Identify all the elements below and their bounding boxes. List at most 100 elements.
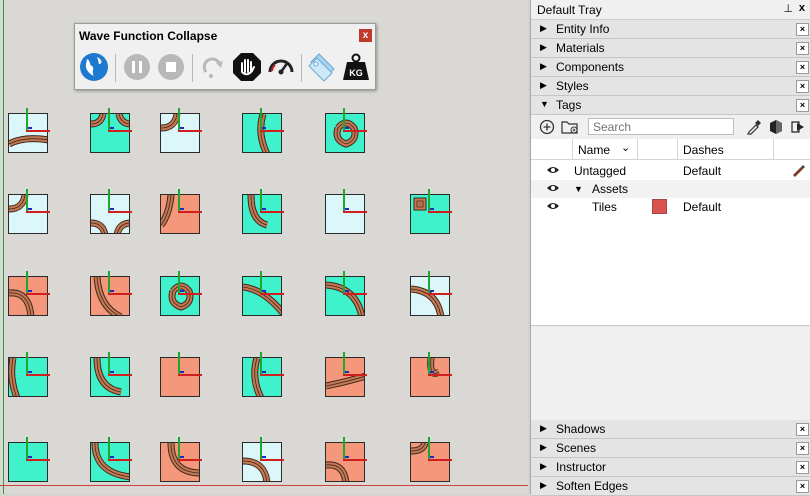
tag-row-assets[interactable]: ▼ Assets [531,180,810,198]
pause-button[interactable] [121,51,153,83]
tile-model[interactable] [90,194,130,234]
panel-scenes[interactable]: ▶ Scenes × [531,439,810,458]
globe-button[interactable] [78,51,110,83]
eye-icon[interactable] [546,200,560,215]
chevron-right-icon: ▶ [540,61,547,71]
tile-model[interactable] [160,276,200,316]
panel-components[interactable]: ▶ Components × [531,58,810,77]
panel-label: Materials [556,41,605,55]
column-name[interactable]: Name [578,143,611,157]
tile-model[interactable] [410,442,450,482]
color-by-tag-icon[interactable] [767,118,785,136]
tag-name: Untagged [574,164,627,178]
tray-spacer [531,326,810,420]
tile-model[interactable] [410,357,450,397]
tile-model[interactable] [160,194,200,234]
close-icon[interactable]: × [796,42,809,55]
close-icon[interactable]: × [796,423,809,436]
speed-button[interactable] [265,51,297,83]
tile-model[interactable] [90,113,130,153]
weight-button[interactable]: KG [340,51,372,83]
panel-label: Entity Info [556,22,610,36]
weight-icon: KG [343,53,369,80]
pencil-icon[interactable] [791,163,805,180]
tag-row-untagged[interactable]: Untagged Default [531,162,810,180]
tile-model[interactable] [325,194,365,234]
tile-model[interactable] [325,442,365,482]
tag-dashes[interactable]: Default [683,164,722,178]
panel-entity-info[interactable]: ▶ Entity Info × [531,20,810,39]
panel-label: Tags [556,98,582,112]
tile-model[interactable] [8,442,48,482]
panel-shadows[interactable]: ▶ Shadows × [531,420,810,439]
tags-toolbar [531,115,810,140]
green-axis-line [3,0,4,494]
tile-model[interactable] [410,194,450,234]
tile-model[interactable] [160,357,200,397]
details-arrow-icon[interactable] [789,118,807,136]
tile-model[interactable] [90,276,130,316]
tile-model[interactable] [90,357,130,397]
tile-model[interactable] [325,276,365,316]
tile-model[interactable] [8,194,48,234]
tile-model[interactable] [242,113,282,153]
panel-instructor[interactable]: ▶ Instructor × [531,458,810,477]
add-folder-icon[interactable] [561,118,579,136]
close-icon[interactable]: × [796,61,809,74]
tray-header: Default Tray ⊥ x [531,0,810,20]
red-axis-line [0,485,528,486]
chevron-right-icon: ▶ [540,461,547,471]
close-icon[interactable]: × [796,80,809,93]
tile-model[interactable] [8,113,48,153]
tile-model[interactable] [90,442,130,482]
tag-name: Assets [592,182,629,196]
column-dashes[interactable]: Dashes [683,143,724,157]
tile-model[interactable] [160,113,200,153]
close-icon[interactable]: × [796,99,809,112]
close-icon[interactable]: × [796,442,809,455]
tile-model[interactable] [242,357,282,397]
tile-model[interactable] [242,194,282,234]
stop-button[interactable] [155,51,187,83]
tile-model[interactable] [325,113,365,153]
tag-row-tiles[interactable]: Tiles Default [531,198,810,216]
panel-tags[interactable]: ▼ Tags × [531,96,810,115]
add-tag-icon[interactable] [538,118,556,136]
close-icon[interactable]: × [796,461,809,474]
eyedropper-icon[interactable] [745,118,763,136]
close-icon[interactable]: × [796,23,809,36]
eye-icon[interactable] [546,164,560,179]
wfc-toolbar[interactable]: Wave Function Collapse x [74,23,376,90]
redo-button[interactable] [197,51,229,83]
stop-hand-button[interactable] [231,51,263,83]
default-tray[interactable]: Default Tray ⊥ x ▶ Entity Info × ▶ Mater… [530,0,810,496]
chevron-down-icon[interactable]: ⌄ [621,142,631,154]
tile-model[interactable] [160,442,200,482]
close-icon[interactable]: x [359,29,372,42]
eye-icon[interactable] [546,182,560,197]
tile-model[interactable] [8,276,48,316]
panel-soften-edges[interactable]: ▶ Soften Edges × [531,477,810,496]
tag-icon [308,53,335,82]
tag-dashes[interactable]: Default [683,200,722,214]
close-icon[interactable]: × [796,480,809,493]
panel-materials[interactable]: ▶ Materials × [531,39,810,58]
tile-model[interactable] [242,276,282,316]
pause-icon [124,54,150,80]
tag-button[interactable] [306,51,338,83]
tile-model[interactable] [410,276,450,316]
panel-label: Components [556,60,625,74]
tag-color-swatch[interactable] [652,199,667,214]
toolbar-titlebar[interactable]: Wave Function Collapse x [75,24,375,48]
tile-model[interactable] [325,357,365,397]
chevron-right-icon: ▶ [540,423,547,433]
close-icon[interactable]: x [798,2,805,14]
panel-styles[interactable]: ▶ Styles × [531,77,810,96]
chevron-down-icon[interactable]: ▼ [574,184,583,194]
weight-label: KG [349,68,363,78]
tile-model[interactable] [242,442,282,482]
tags-search-input[interactable] [588,118,734,135]
tile-model[interactable] [8,357,48,397]
chevron-right-icon: ▶ [540,42,547,52]
pin-icon[interactable]: ⊥ [783,3,793,15]
